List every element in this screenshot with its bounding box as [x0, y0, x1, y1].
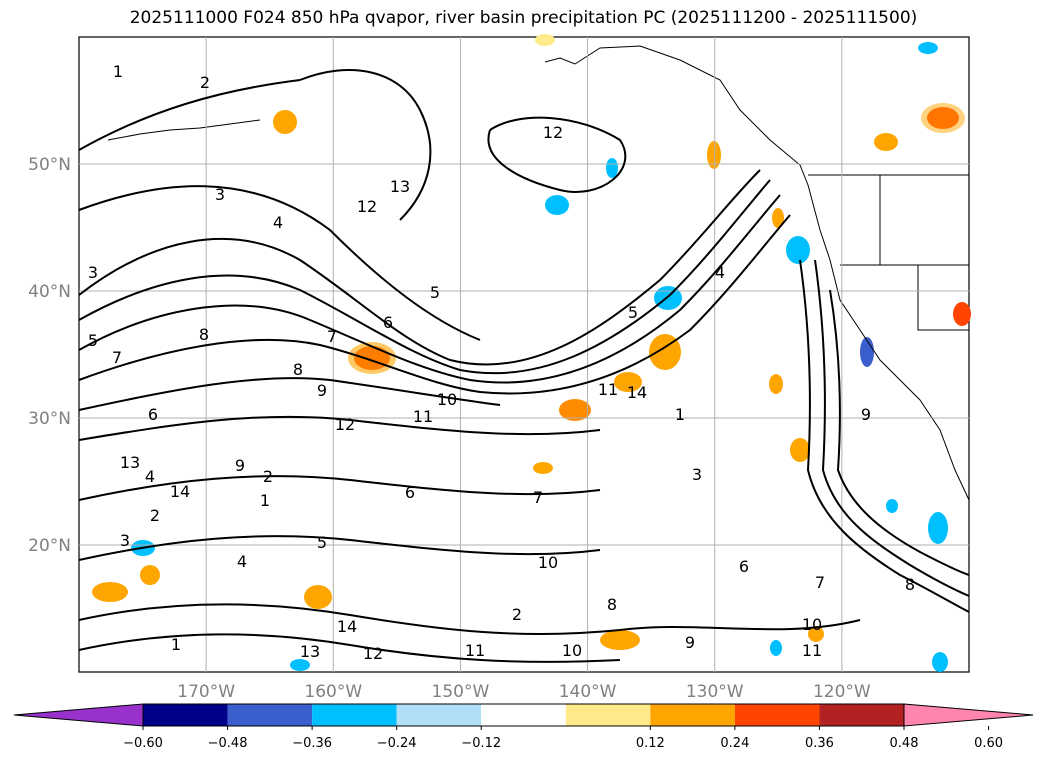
contour-label: 5: [430, 283, 440, 302]
precip-shading: [92, 34, 971, 672]
contour-label: 10: [562, 641, 582, 660]
contour-label: 2: [512, 605, 522, 624]
contour-label: 2: [200, 73, 210, 92]
colorbar-outline: [142, 703, 905, 727]
contour-label: 5: [628, 303, 638, 322]
longitude-label: 150°W: [432, 682, 490, 702]
latitude-labels: 50°N 40°N 30°N 20°N: [28, 155, 71, 556]
contour-label: 8: [293, 360, 303, 379]
contour-label: 3: [215, 185, 225, 204]
colorbar-tick-label: 0.24: [720, 736, 749, 751]
contour-label: 12: [363, 644, 383, 663]
contour-label: 12: [357, 197, 377, 216]
contour-label: 7: [815, 573, 825, 592]
colorbar-tick-label: −0.24: [377, 736, 417, 751]
colorbar-segment: [565, 704, 651, 726]
contour-label: 7: [533, 488, 543, 507]
contour-label: 2: [150, 506, 160, 525]
coastlines: [107, 45, 970, 501]
contour-label: 9: [235, 456, 245, 475]
contour-label: 4: [715, 263, 725, 282]
contour-label: 14: [170, 482, 190, 501]
colorbar-segment: [734, 704, 820, 726]
contour-label: 7: [327, 327, 337, 346]
contour-label: 6: [148, 405, 158, 424]
contour-label: 2: [263, 467, 273, 486]
colorbar-tick-label: −0.12: [461, 736, 501, 751]
contour-label: 11: [465, 641, 485, 660]
longitude-label: 130°W: [686, 682, 744, 702]
contour-label: 3: [692, 465, 702, 484]
contour-label: 11: [598, 380, 618, 399]
contour-label: 6: [405, 483, 415, 502]
colorbar-tick-label: 0.12: [636, 736, 665, 751]
map-frame: [78, 36, 970, 673]
colorbar-ticks: −0.60 −0.48 −0.36 −0.24 −0.12 0.12 0.24 0.36 0.4…: [123, 726, 1003, 751]
colorbar-segment: [396, 704, 482, 726]
contour-label: 6: [383, 313, 393, 332]
contour-label: 14: [337, 617, 357, 636]
colorbar-tick-label: 0.48: [890, 736, 919, 751]
contour-label: 10: [802, 615, 822, 634]
colorbar-segment: [481, 704, 566, 726]
latitude-label: 50°N: [28, 155, 71, 175]
contour-label: 12: [543, 123, 563, 142]
contour-label: 11: [413, 407, 433, 426]
longitude-label: 140°W: [559, 682, 617, 702]
contour-label: 14: [627, 383, 647, 402]
colorbar-tick-label: 0.36: [805, 736, 834, 751]
colorbar-tick-label: 0.60: [974, 736, 1003, 751]
contour-label: 13: [300, 642, 320, 661]
contour-label: 11: [802, 641, 822, 660]
contour-label: 4: [273, 213, 283, 232]
contour-label: 9: [685, 633, 695, 652]
colorbar-segment: [312, 704, 397, 726]
contour-label: 4: [237, 552, 247, 571]
contour-label: 1: [171, 635, 181, 654]
longitude-label: 120°W: [813, 682, 871, 702]
contour-label: 13: [390, 177, 410, 196]
colorbar-extend-high: [903, 703, 1034, 727]
qvapor-contours: [78, 69, 970, 663]
colorbar-tick-label: −0.48: [208, 736, 248, 751]
contour-label: 3: [120, 531, 130, 550]
colorbar-tick-label: −0.36: [292, 736, 332, 751]
graticule: [79, 37, 969, 672]
contour-label: 12: [335, 415, 355, 434]
latitude-label: 40°N: [28, 282, 71, 302]
longitude-label: 170°W: [177, 682, 235, 702]
contour-label: 1: [675, 405, 685, 424]
colorbar-segment: [143, 704, 228, 726]
longitude-labels: 170°W 160°W 150°W 140°W 130°W 120°W: [177, 682, 871, 702]
contour-label: 8: [607, 595, 617, 614]
map-title: 2025111000 F024 850 hPa qvapor, river ba…: [129, 8, 918, 28]
contour-label: 5: [88, 331, 98, 350]
contour-label: 6: [739, 557, 749, 576]
contour-label: 3: [88, 263, 98, 282]
colorbar-segment: [819, 704, 904, 726]
contour-label: 13: [120, 453, 140, 472]
contour-label: 4: [145, 467, 155, 486]
colorbar: [13, 703, 1034, 727]
contour-label: 5: [317, 533, 327, 552]
contour-label: 1: [113, 62, 123, 81]
contour-label: 8: [905, 575, 915, 594]
contour-label: 10: [538, 553, 558, 572]
contour-label: 10: [437, 390, 457, 409]
contour-label: 1: [260, 491, 270, 510]
contour-label: 9: [861, 405, 871, 424]
longitude-label: 160°W: [304, 682, 362, 702]
colorbar-tick-label: −0.60: [123, 736, 163, 751]
colorbar-segment: [227, 704, 313, 726]
colorbar-extend-low: [13, 703, 144, 727]
latitude-label: 30°N: [28, 409, 71, 429]
contour-label: 7: [112, 348, 122, 367]
contour-label: 9: [317, 381, 327, 400]
colorbar-segment: [650, 704, 735, 726]
contour-label: 8: [199, 325, 209, 344]
latitude-label: 20°N: [28, 536, 71, 556]
